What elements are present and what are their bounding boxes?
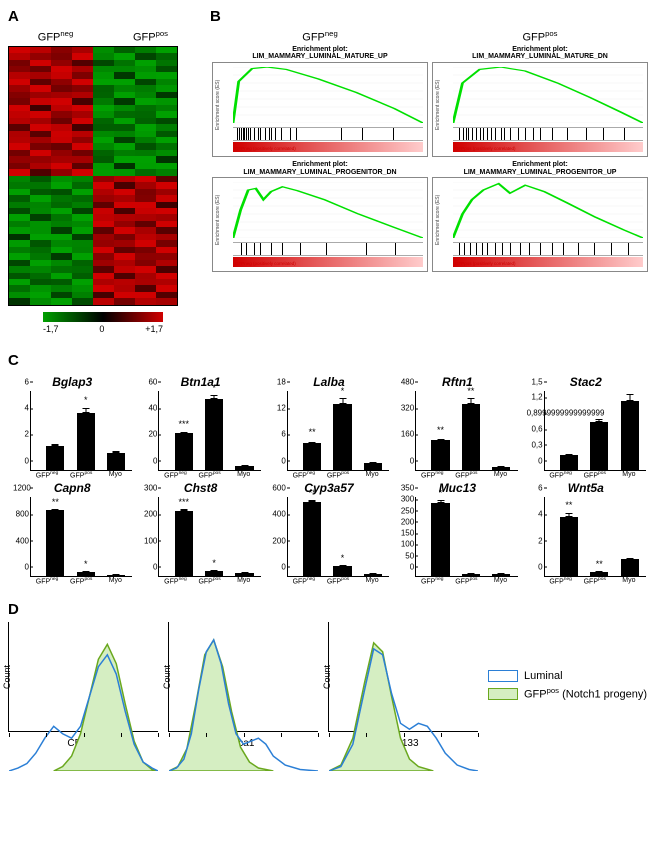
heatmap-header-pos: GFPpos xyxy=(103,29,198,44)
gsea-grid: Enrichment plot:LIM_MAMMARY_LUMINAL_MATU… xyxy=(210,44,650,275)
legend: Luminal GFPpos (Notch1 progeny) xyxy=(488,666,647,705)
scale-mid: 0 xyxy=(99,324,104,334)
gsea-plot: Enrichment plot:LIM_MAMMARY_LUMINAL_PROG… xyxy=(430,159,650,274)
heatmap-header-neg: GFPneg xyxy=(8,29,103,44)
scale-max: +1,7 xyxy=(145,324,163,334)
panel-b: B GFPneg GFPpos Enrichment plot:LIM_MAMM… xyxy=(210,8,650,334)
bar-chart: Muc13050100150200250300350*GFPnegGFPposM… xyxy=(393,479,521,585)
bar-chart: Wnt5a0246****GFPnegGFPposMyo xyxy=(522,479,650,585)
bar-chart: Capn804008001200***GFPnegGFPposMyo xyxy=(8,479,136,585)
gsea-plot: Enrichment plot:LIM_MAMMARY_LUMINAL_MATU… xyxy=(430,44,650,159)
bar-chart: Cyp3a570200400600***GFPnegGFPposMyo xyxy=(265,479,393,585)
gsea-headers: GFPneg GFPpos xyxy=(210,29,650,44)
panel-c: C Bglap30246*GFPnegGFPposMyoBtn1a1020406… xyxy=(8,352,650,586)
histogram: CountCD49b xyxy=(8,622,158,749)
bar-chart: Bglap30246*GFPnegGFPposMyo xyxy=(8,373,136,479)
panel-d: D CountCD49bCountSca1CountCD133 Luminal G… xyxy=(8,601,650,749)
legend-item: Luminal xyxy=(488,670,647,682)
histogram: CountCD133 xyxy=(328,622,478,749)
heatmap-scalebar-labels: -1,7 0 +1,7 xyxy=(43,324,163,334)
gsea-plot: Enrichment plot:LIM_MAMMARY_LUMINAL_PROG… xyxy=(210,159,430,274)
scale-min: -1,7 xyxy=(43,324,59,334)
panel-c-label: C xyxy=(8,352,650,369)
bars-grid: Bglap30246*GFPnegGFPposMyoBtn1a10204060*… xyxy=(8,373,650,586)
heatmap xyxy=(8,46,178,306)
bar-chart: Lalba061218***GFPnegGFPposMyo xyxy=(265,373,393,479)
panel-b-label: B xyxy=(210,8,650,25)
histogram: CountSca1 xyxy=(168,622,318,749)
gsea-header-neg: GFPneg xyxy=(210,29,430,44)
heatmap-scalebar xyxy=(43,312,163,322)
panel-a: A GFPneg GFPpos -1,7 0 +1,7 xyxy=(8,8,198,334)
bar-chart: Rftn10160320480****GFPnegGFPposMyo xyxy=(393,373,521,479)
gsea-plot: Enrichment plot:LIM_MAMMARY_LUMINAL_MATU… xyxy=(210,44,430,159)
panel-d-label: D xyxy=(8,601,650,618)
bar-chart: Btn1a10204060****GFPnegGFPposMyo xyxy=(136,373,264,479)
bar-chart: Chst80100200300****GFPnegGFPposMyo xyxy=(136,479,264,585)
bar-chart: Stac200,30,60,89999999999999991,21,5GFPn… xyxy=(522,373,650,479)
heatmap-headers: GFPneg GFPpos xyxy=(8,29,198,44)
panel-a-label: A xyxy=(8,8,198,25)
gsea-header-pos: GFPpos xyxy=(430,29,650,44)
hist-row: CountCD49bCountSca1CountCD133 xyxy=(8,622,488,749)
legend-item: GFPpos (Notch1 progeny) xyxy=(488,686,647,701)
